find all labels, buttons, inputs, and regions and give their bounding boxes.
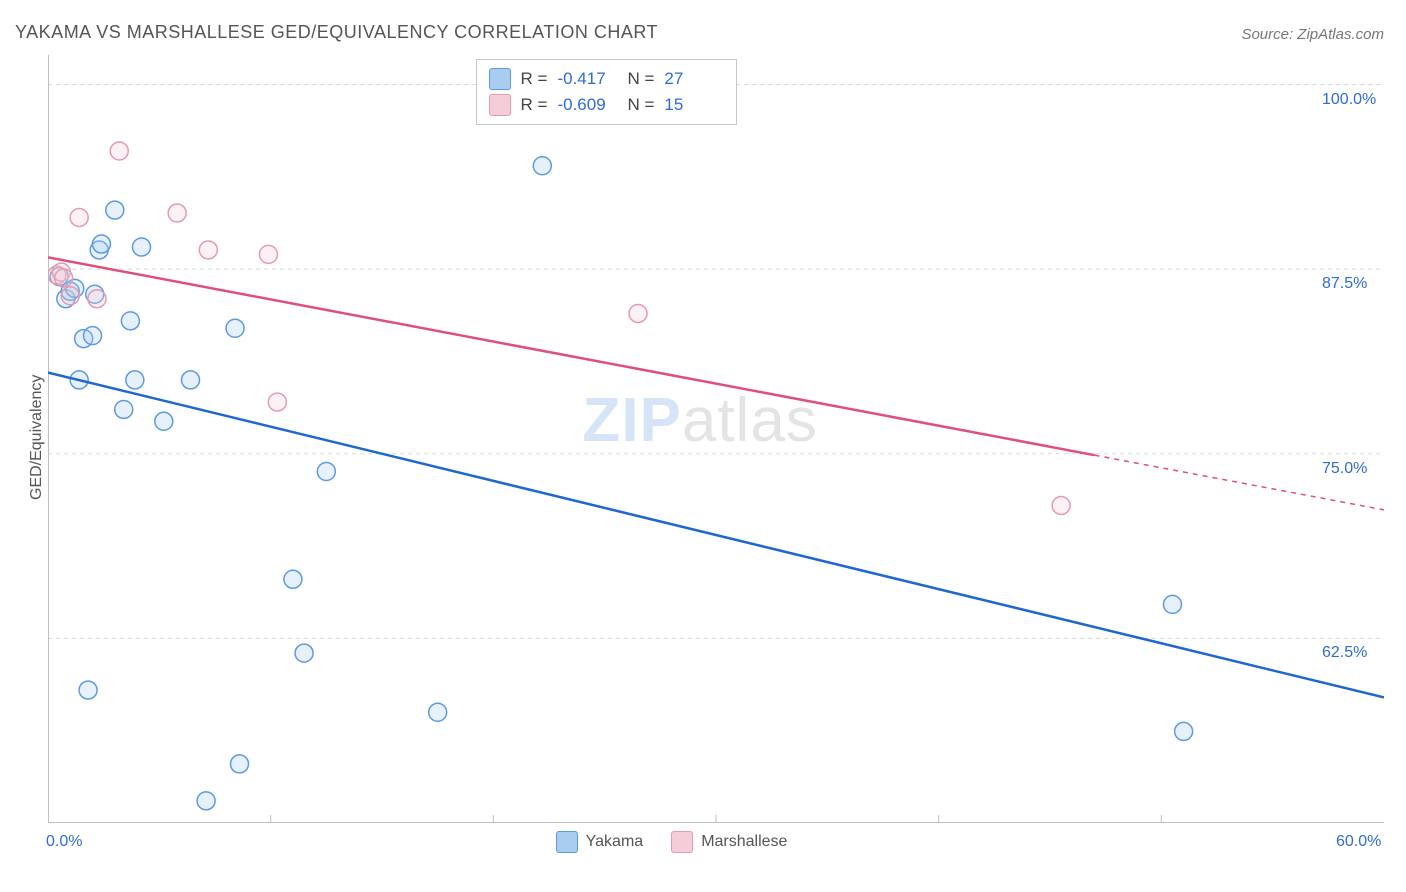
y-grid-label-2: 87.5% xyxy=(1322,275,1367,293)
stats-r-value: -0.417 xyxy=(557,69,617,89)
stats-n-value: 15 xyxy=(664,95,724,115)
stats-r-value: -0.609 xyxy=(557,95,617,115)
legend-item: Marshallese xyxy=(671,831,787,853)
stats-swatch-1 xyxy=(489,94,511,116)
stats-n-value: 27 xyxy=(664,69,724,89)
stats-r-label: R = xyxy=(521,95,548,115)
stats-r-label: R = xyxy=(521,69,548,89)
legend-swatch-0 xyxy=(556,831,578,853)
scatter-plot xyxy=(48,55,1384,823)
y-grid-label-1: 75.0% xyxy=(1322,460,1367,478)
stats-row: R = -0.417 N = 27 xyxy=(489,66,725,92)
y-axis-label: GED/Equivalency xyxy=(28,375,46,500)
stats-swatch-0 xyxy=(489,68,511,90)
legend-label: Marshallese xyxy=(701,833,787,851)
chart-container: YAKAMA VS MARSHALLESE GED/EQUIVALENCY CO… xyxy=(0,0,1406,892)
stats-n-label: N = xyxy=(627,95,654,115)
y-grid-label-0: 62.5% xyxy=(1322,644,1367,662)
stats-row: R = -0.609 N = 15 xyxy=(489,92,725,118)
chart-title: YAKAMA VS MARSHALLESE GED/EQUIVALENCY CO… xyxy=(15,22,658,43)
correlation-stats-box: R = -0.417 N = 27 R = -0.609 N = 15 xyxy=(476,59,738,125)
x-tick-max: 60.0% xyxy=(1336,833,1381,851)
source-label: Source: ZipAtlas.com xyxy=(1241,26,1384,43)
series-legend: Yakama Marshallese xyxy=(556,831,788,853)
stats-n-label: N = xyxy=(627,69,654,89)
x-tick-min: 0.0% xyxy=(46,833,82,851)
legend-label: Yakama xyxy=(586,833,644,851)
y-grid-label-3: 100.0% xyxy=(1322,91,1376,109)
legend-item: Yakama xyxy=(556,831,644,853)
legend-swatch-1 xyxy=(671,831,693,853)
